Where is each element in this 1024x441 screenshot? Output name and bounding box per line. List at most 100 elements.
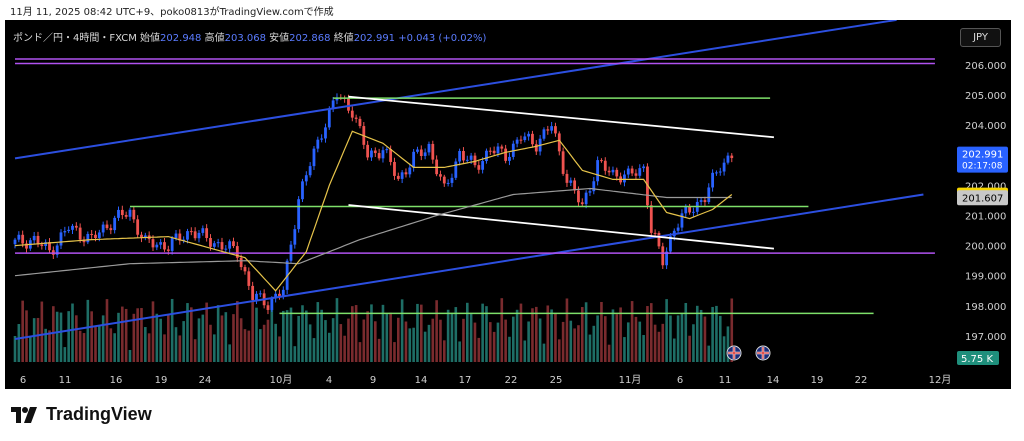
volume-bar xyxy=(707,345,711,362)
candle-body xyxy=(508,156,511,161)
volume-bar xyxy=(626,322,630,362)
volume-bar xyxy=(324,320,327,362)
price-chart[interactable]: 206.000205.000204.000203.000202.000201.0… xyxy=(5,20,1011,389)
volume-bar xyxy=(48,330,51,362)
volume-bar xyxy=(351,306,354,362)
volume-bar xyxy=(339,324,343,362)
volume-bar xyxy=(454,307,458,362)
low-label: 安値 xyxy=(269,33,290,44)
volume-bar xyxy=(285,310,289,362)
volume-bar xyxy=(213,334,216,362)
volume-bar xyxy=(531,308,534,362)
price-marker-box xyxy=(957,146,1008,173)
volume-bar xyxy=(715,305,718,362)
candle-body xyxy=(488,150,492,152)
moving-average-long xyxy=(14,187,732,277)
candle-body xyxy=(232,241,235,247)
candle-body xyxy=(554,126,557,134)
channel-trendline xyxy=(14,20,897,160)
volume-bar xyxy=(328,332,331,362)
volume-bar xyxy=(13,336,17,362)
candle-body xyxy=(166,249,170,251)
candle-body xyxy=(86,233,90,243)
volume-bar xyxy=(358,342,362,362)
candle-body xyxy=(611,169,615,173)
candle-body xyxy=(703,200,707,203)
candle-body xyxy=(212,243,216,247)
candle-body xyxy=(519,139,523,141)
volume-bar xyxy=(293,346,297,362)
chart-panel[interactable]: 206.000205.000204.000203.000202.000201.0… xyxy=(5,20,1011,389)
volume-bar xyxy=(370,304,373,362)
volume-bar xyxy=(389,312,392,362)
volume-bar xyxy=(439,319,442,362)
volume-bar xyxy=(366,311,369,362)
candle-body xyxy=(404,172,408,175)
candle-body xyxy=(561,151,565,174)
candle-body xyxy=(174,233,178,239)
candle-body xyxy=(450,177,454,183)
volume-bar xyxy=(193,339,197,362)
candle-body xyxy=(316,139,320,149)
volume-bar xyxy=(416,303,419,362)
volume-bar xyxy=(554,313,557,362)
candle-body xyxy=(247,271,251,286)
candle-body xyxy=(458,151,462,162)
candle-body xyxy=(347,98,350,111)
candle-body xyxy=(17,234,21,240)
volume-bar xyxy=(205,302,208,362)
currency-button[interactable]: JPY xyxy=(960,28,1001,47)
volume-bar xyxy=(557,339,561,362)
volume-bar xyxy=(63,347,67,362)
volume-bar xyxy=(404,321,408,362)
volume-bar xyxy=(331,318,335,362)
time-tick-label: 14 xyxy=(415,375,428,386)
volume-bar xyxy=(573,328,576,362)
volume-bar xyxy=(78,330,82,362)
brand-name: TradingView xyxy=(46,404,152,424)
candle-body xyxy=(270,298,274,310)
candle-body xyxy=(669,236,672,252)
price-tick-label: 201.000 xyxy=(965,212,1006,223)
candle-body xyxy=(312,148,316,167)
volume-bar xyxy=(492,331,496,362)
volume-bar xyxy=(711,306,714,362)
volume-bar xyxy=(630,301,634,362)
volume-bar xyxy=(32,318,36,362)
volume-bar xyxy=(607,344,611,362)
time-tick-label: 16 xyxy=(110,375,123,386)
candle-body xyxy=(496,146,500,154)
candle-body xyxy=(25,243,28,249)
volume-bar xyxy=(36,317,40,362)
volume-bar xyxy=(569,320,573,362)
candle-body xyxy=(32,235,36,241)
volume-bar xyxy=(101,315,105,362)
volume-bar xyxy=(335,298,339,362)
volume-bar xyxy=(220,315,224,362)
ohlc-header: ポンド／円・4時間・FXCM 始値202.948 高値203.068 安値202… xyxy=(13,29,486,44)
volume-bar xyxy=(312,338,316,362)
volume-bar xyxy=(109,328,113,362)
candle-body xyxy=(40,244,44,246)
price-countdown-label: 02:17:08 xyxy=(962,162,1003,172)
candle-body xyxy=(170,238,174,251)
volume-bar xyxy=(469,313,473,362)
volume-bar xyxy=(703,316,707,362)
candle-body xyxy=(209,237,212,247)
volume-bar xyxy=(301,305,304,362)
candle-body xyxy=(485,150,488,162)
candle-body xyxy=(726,155,730,163)
volume-bar xyxy=(523,340,527,362)
candle-body xyxy=(128,209,132,217)
candle-body xyxy=(193,231,197,239)
volume-bar xyxy=(266,319,270,362)
candle-body xyxy=(151,239,155,248)
candle-body xyxy=(439,174,442,177)
candle-body xyxy=(59,232,63,246)
price-tick-label: 205.000 xyxy=(965,91,1006,102)
candle-body xyxy=(550,126,554,131)
volume-bar xyxy=(347,318,350,362)
candle-body xyxy=(707,187,711,203)
candle-body xyxy=(113,217,117,231)
volume-bar xyxy=(90,311,93,362)
